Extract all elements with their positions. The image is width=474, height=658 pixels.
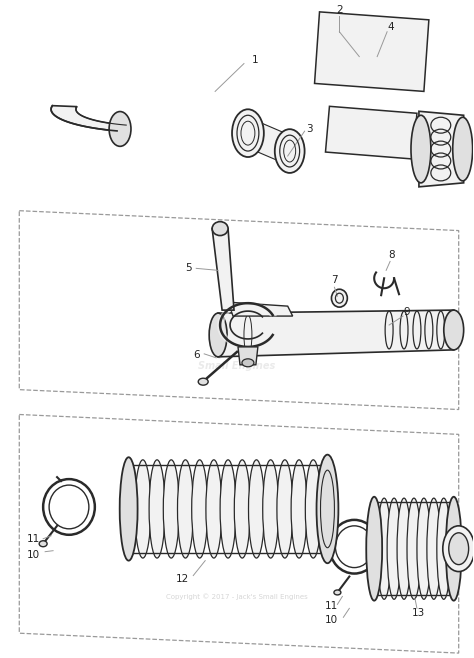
- Ellipse shape: [198, 378, 208, 385]
- Text: 10: 10: [325, 615, 338, 625]
- Polygon shape: [315, 12, 429, 91]
- Polygon shape: [218, 310, 454, 357]
- Ellipse shape: [331, 290, 347, 307]
- Text: Copyright © 2017 - Jack's Small Engines: Copyright © 2017 - Jack's Small Engines: [166, 593, 308, 599]
- Ellipse shape: [453, 117, 473, 181]
- Ellipse shape: [427, 498, 441, 599]
- Ellipse shape: [387, 498, 401, 599]
- Text: 12: 12: [176, 574, 189, 584]
- Ellipse shape: [377, 498, 391, 599]
- Polygon shape: [212, 228, 234, 310]
- Text: JACK'S
Small Engines: JACK'S Small Engines: [199, 349, 275, 370]
- Polygon shape: [228, 302, 292, 316]
- Ellipse shape: [277, 460, 293, 558]
- Ellipse shape: [437, 498, 451, 599]
- Polygon shape: [238, 347, 258, 365]
- Polygon shape: [248, 117, 292, 167]
- Ellipse shape: [220, 460, 236, 558]
- Ellipse shape: [163, 460, 179, 558]
- Text: 2: 2: [336, 5, 343, 15]
- Text: 9: 9: [404, 307, 410, 317]
- Ellipse shape: [206, 460, 222, 558]
- Ellipse shape: [319, 460, 336, 558]
- Text: 7: 7: [331, 275, 338, 286]
- Ellipse shape: [291, 460, 307, 558]
- Text: 13: 13: [412, 609, 426, 619]
- Ellipse shape: [275, 129, 305, 173]
- Ellipse shape: [232, 109, 264, 157]
- Ellipse shape: [411, 115, 431, 183]
- Polygon shape: [51, 106, 126, 131]
- Ellipse shape: [212, 222, 228, 236]
- Ellipse shape: [446, 497, 462, 601]
- Text: 6: 6: [193, 350, 200, 360]
- Text: 8: 8: [388, 251, 394, 261]
- Text: 11: 11: [27, 534, 40, 544]
- Ellipse shape: [334, 590, 341, 595]
- Ellipse shape: [39, 541, 47, 547]
- Ellipse shape: [367, 498, 381, 599]
- Ellipse shape: [191, 460, 208, 558]
- Ellipse shape: [305, 460, 321, 558]
- Ellipse shape: [109, 112, 131, 146]
- Polygon shape: [326, 107, 417, 159]
- Text: 4: 4: [388, 22, 394, 32]
- Text: 5: 5: [185, 263, 191, 273]
- Polygon shape: [419, 111, 464, 187]
- Text: 11: 11: [325, 601, 338, 611]
- Ellipse shape: [177, 460, 193, 558]
- Ellipse shape: [135, 460, 151, 558]
- Ellipse shape: [263, 460, 279, 558]
- Ellipse shape: [248, 460, 264, 558]
- Ellipse shape: [120, 457, 137, 561]
- Text: 3: 3: [306, 124, 313, 134]
- Ellipse shape: [149, 460, 165, 558]
- Ellipse shape: [443, 526, 474, 572]
- Ellipse shape: [407, 498, 421, 599]
- Text: 10: 10: [27, 549, 40, 560]
- Ellipse shape: [449, 533, 469, 565]
- Ellipse shape: [234, 460, 250, 558]
- Ellipse shape: [366, 497, 382, 601]
- Text: 1: 1: [252, 55, 258, 64]
- Ellipse shape: [397, 498, 411, 599]
- Ellipse shape: [444, 310, 464, 350]
- Ellipse shape: [317, 455, 338, 563]
- Ellipse shape: [121, 460, 137, 558]
- Ellipse shape: [242, 359, 254, 367]
- Ellipse shape: [447, 498, 461, 599]
- Ellipse shape: [417, 498, 431, 599]
- Ellipse shape: [209, 313, 227, 357]
